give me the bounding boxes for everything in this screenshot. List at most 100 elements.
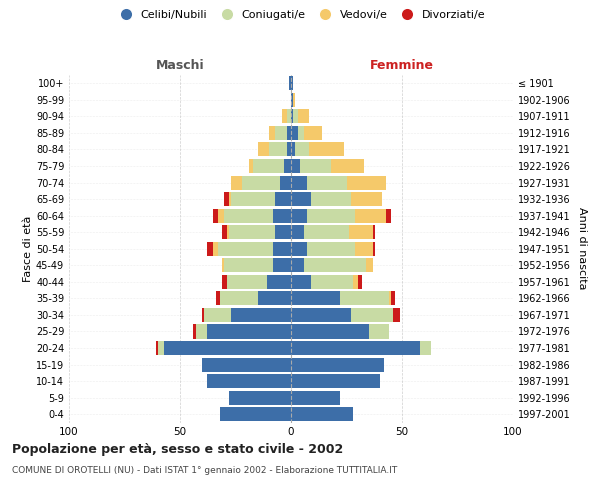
Bar bbox=[291, 275, 311, 289]
Bar bbox=[289, 76, 291, 90]
Bar bbox=[304, 225, 349, 239]
Bar bbox=[222, 275, 227, 289]
Bar bbox=[293, 110, 298, 124]
Bar bbox=[224, 208, 273, 222]
Bar bbox=[291, 374, 380, 388]
Bar bbox=[164, 341, 291, 355]
Bar bbox=[347, 176, 386, 190]
Bar bbox=[291, 159, 300, 173]
Bar bbox=[291, 242, 307, 256]
Bar bbox=[311, 192, 351, 206]
Bar bbox=[253, 159, 284, 173]
Bar bbox=[355, 242, 373, 256]
Bar bbox=[367, 258, 373, 272]
Bar bbox=[298, 110, 309, 124]
Bar bbox=[231, 176, 242, 190]
Bar bbox=[291, 292, 340, 306]
Bar bbox=[196, 324, 206, 338]
Bar bbox=[287, 126, 291, 140]
Bar bbox=[242, 176, 280, 190]
Bar bbox=[393, 308, 400, 322]
Y-axis label: Fasce di età: Fasce di età bbox=[23, 216, 33, 282]
Legend: Celibi/Nubili, Coniugati/e, Vedovi/e, Divorziati/e: Celibi/Nubili, Coniugati/e, Vedovi/e, Di… bbox=[110, 6, 490, 25]
Bar bbox=[214, 208, 218, 222]
Bar bbox=[291, 390, 340, 404]
Bar bbox=[349, 225, 373, 239]
Bar bbox=[304, 126, 322, 140]
Bar bbox=[218, 242, 273, 256]
Bar bbox=[229, 225, 275, 239]
Bar bbox=[258, 142, 269, 156]
Bar bbox=[224, 258, 273, 272]
Bar bbox=[291, 176, 307, 190]
Bar bbox=[158, 341, 164, 355]
Bar bbox=[291, 126, 298, 140]
Bar bbox=[269, 126, 275, 140]
Bar bbox=[287, 110, 291, 124]
Bar bbox=[358, 275, 362, 289]
Bar bbox=[205, 308, 231, 322]
Bar bbox=[231, 308, 291, 322]
Bar bbox=[300, 159, 331, 173]
Bar bbox=[291, 110, 293, 124]
Bar bbox=[224, 192, 229, 206]
Bar bbox=[331, 159, 364, 173]
Bar bbox=[284, 159, 291, 173]
Bar bbox=[351, 192, 382, 206]
Bar bbox=[309, 142, 344, 156]
Bar bbox=[295, 142, 309, 156]
Bar bbox=[291, 208, 307, 222]
Bar bbox=[291, 358, 384, 372]
Bar bbox=[273, 242, 291, 256]
Bar bbox=[275, 225, 291, 239]
Bar bbox=[291, 192, 311, 206]
Bar bbox=[249, 159, 253, 173]
Text: COMUNE DI OROTELLI (NU) - Dati ISTAT 1° gennaio 2002 - Elaborazione TUTTITALIA.I: COMUNE DI OROTELLI (NU) - Dati ISTAT 1° … bbox=[12, 466, 397, 475]
Bar bbox=[273, 208, 291, 222]
Text: Maschi: Maschi bbox=[155, 58, 205, 71]
Bar bbox=[280, 176, 291, 190]
Bar bbox=[291, 407, 353, 422]
Bar bbox=[231, 192, 275, 206]
Bar bbox=[227, 225, 229, 239]
Bar bbox=[307, 208, 355, 222]
Bar bbox=[266, 275, 291, 289]
Bar bbox=[206, 242, 214, 256]
Bar bbox=[391, 292, 395, 306]
Bar bbox=[206, 324, 291, 338]
Bar bbox=[206, 374, 291, 388]
Bar bbox=[220, 407, 291, 422]
Bar bbox=[351, 308, 393, 322]
Bar bbox=[389, 292, 391, 306]
Bar bbox=[298, 126, 304, 140]
Bar bbox=[222, 225, 227, 239]
Bar bbox=[218, 208, 224, 222]
Bar bbox=[353, 275, 358, 289]
Bar bbox=[275, 192, 291, 206]
Bar bbox=[307, 242, 355, 256]
Bar bbox=[340, 292, 389, 306]
Bar bbox=[214, 242, 218, 256]
Bar bbox=[229, 390, 291, 404]
Bar bbox=[291, 93, 293, 107]
Bar bbox=[291, 324, 368, 338]
Bar bbox=[307, 176, 347, 190]
Bar bbox=[291, 76, 293, 90]
Bar bbox=[386, 208, 391, 222]
Bar bbox=[273, 258, 291, 272]
Bar bbox=[215, 292, 220, 306]
Bar bbox=[287, 142, 291, 156]
Bar bbox=[368, 324, 389, 338]
Bar bbox=[293, 93, 295, 107]
Bar bbox=[202, 358, 291, 372]
Bar bbox=[275, 126, 287, 140]
Bar bbox=[291, 142, 295, 156]
Bar bbox=[355, 208, 386, 222]
Bar bbox=[220, 292, 258, 306]
Bar bbox=[258, 292, 291, 306]
Bar bbox=[291, 258, 304, 272]
Bar bbox=[420, 341, 431, 355]
Bar bbox=[373, 242, 376, 256]
Text: Popolazione per età, sesso e stato civile - 2002: Popolazione per età, sesso e stato civil… bbox=[12, 442, 343, 456]
Bar bbox=[202, 308, 205, 322]
